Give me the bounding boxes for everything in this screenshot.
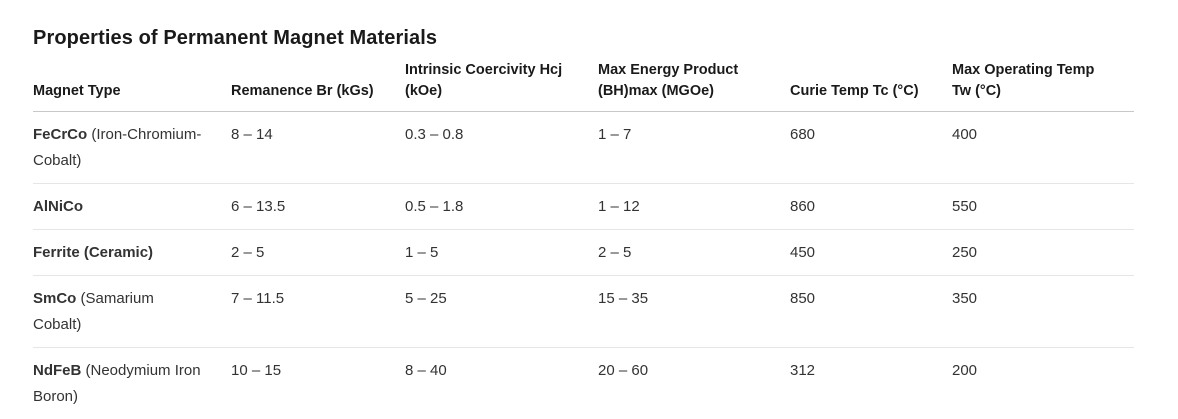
- table-row-smco: SmCo (Samarium Cobalt) 7 – 11.5 5 – 25 1…: [33, 275, 1134, 348]
- column-header-coercivity: Intrinsic Coercivity Hcj (kOe): [405, 54, 598, 112]
- max-operating-temp-cell: 400: [952, 111, 1134, 184]
- page-title: Properties of Permanent Magnet Materials: [33, 27, 438, 49]
- magnet-properties-table: Magnet Type Remanence Br (kGs) Intrinsic…: [33, 54, 1134, 419]
- coercivity-cell: 0.3 – 0.8: [405, 111, 598, 184]
- table-row-ferrite: Ferrite (Ceramic) 2 – 5 1 – 5 2 – 5 450 …: [33, 229, 1134, 276]
- magnet-name: AlNiCo: [33, 198, 83, 215]
- max-operating-temp-cell: 550: [952, 183, 1134, 230]
- remanence-cell: 7 – 11.5: [231, 275, 405, 348]
- table-row-alnico: AlNiCo 6 – 13.5 0.5 – 1.8 1 – 12 860 550: [33, 183, 1134, 230]
- energy-product-cell: 2 – 5: [598, 229, 790, 276]
- table-header: Magnet Type Remanence Br (kGs) Intrinsic…: [33, 54, 1134, 112]
- curie-temp-cell: 450: [790, 229, 952, 276]
- coercivity-cell: 8 – 40: [405, 362, 447, 379]
- energy-product-cell: 15 – 35: [598, 275, 790, 348]
- column-header-energy-product: Max Energy Product (BH)max (MGOe): [598, 54, 790, 112]
- remanence-cell: 2 – 5: [231, 229, 405, 276]
- magnet-name: FeCrCo: [33, 126, 88, 143]
- energy-product-cell: 20 – 60: [598, 362, 649, 379]
- magnet-name-detail: (Samarium Cobalt): [33, 290, 154, 333]
- magnet-type-cell: SmCo (Samarium Cobalt): [33, 275, 231, 348]
- remanence-cell: 8 – 14: [231, 111, 405, 184]
- coercivity-cell: 0.5 – 1.8: [405, 183, 598, 230]
- curie-temp-cell: 860: [790, 183, 952, 230]
- coercivity-cell: 5 – 25: [405, 275, 598, 348]
- remanence-cell: 6 – 13.5: [231, 183, 405, 230]
- magnet-name: SmCo: [33, 290, 77, 307]
- energy-product-cell: 1 – 7: [598, 111, 790, 184]
- table-row-ndfeb: NdFeB (Neodymium Iron Boron) 10 – 15 8 –…: [33, 348, 1134, 419]
- remanence-cell: 10 – 15: [231, 362, 282, 379]
- max-operating-temp-cell: 250: [952, 229, 1134, 276]
- curie-temp-cell: 312: [790, 362, 816, 379]
- magnet-type-cell: NdFeB (Neodymium Iron Boron): [33, 348, 231, 419]
- column-header-curie-temp: Curie Temp Tc (°C): [790, 54, 952, 112]
- magnet-name: Ferrite (Ceramic): [33, 244, 154, 261]
- column-header-max-operating-temp: Max Operating Temp Tw (°C): [952, 54, 1134, 112]
- magnet-type-cell: AlNiCo: [33, 183, 231, 230]
- curie-temp-cell: 850: [790, 275, 952, 348]
- table-row-fecrco: FeCrCo (Iron-Chromium-Cobalt) 8 – 14 0.3…: [33, 111, 1134, 184]
- max-operating-temp-cell: 200: [952, 362, 978, 379]
- magnet-name-detail: (Neodymium Iron Boron): [33, 362, 201, 405]
- curie-temp-cell: 680: [790, 111, 952, 184]
- max-operating-temp-cell: 350: [952, 275, 1134, 348]
- magnet-type-cell: Ferrite (Ceramic): [33, 229, 231, 276]
- energy-product-cell: 1 – 12: [598, 183, 790, 230]
- coercivity-cell: 1 – 5: [405, 229, 598, 276]
- column-header-magnet-type: Magnet Type: [33, 54, 231, 112]
- magnet-type-cell: FeCrCo (Iron-Chromium-Cobalt): [33, 111, 231, 184]
- column-header-remanence: Remanence Br (kGs): [231, 54, 405, 112]
- header-row: Magnet Type Remanence Br (kGs) Intrinsic…: [33, 54, 1134, 112]
- magnet-name: NdFeB: [33, 362, 82, 379]
- table-body: FeCrCo (Iron-Chromium-Cobalt) 8 – 14 0.3…: [33, 111, 1134, 419]
- magnet-name-detail: (Iron-Chromium-Cobalt): [33, 126, 202, 169]
